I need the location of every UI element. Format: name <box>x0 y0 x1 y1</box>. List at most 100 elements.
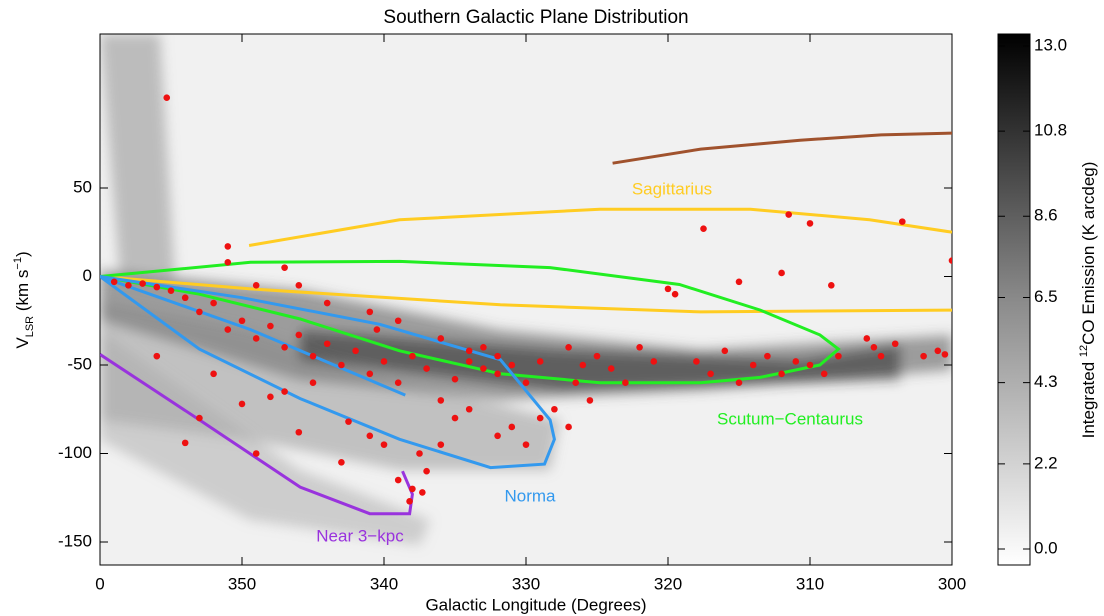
x-tick-label: 300 <box>938 574 966 593</box>
point <box>295 428 303 436</box>
point <box>416 450 423 457</box>
point <box>877 352 885 360</box>
point <box>607 365 615 372</box>
point <box>820 370 828 378</box>
colorbar-tick-label: 8.6 <box>1034 206 1058 225</box>
point <box>437 441 445 448</box>
point <box>373 326 381 333</box>
point <box>700 225 707 232</box>
point <box>345 418 352 425</box>
point <box>181 439 189 447</box>
point <box>764 352 771 360</box>
point <box>252 282 260 289</box>
point <box>125 282 132 289</box>
colorbar <box>997 33 1031 566</box>
point <box>522 441 530 448</box>
point <box>295 331 303 339</box>
point <box>167 287 175 294</box>
point <box>252 335 260 342</box>
point <box>153 352 161 360</box>
point <box>551 405 558 413</box>
point <box>323 299 331 307</box>
point <box>281 343 288 351</box>
point <box>870 343 878 351</box>
point <box>778 269 785 277</box>
arm-line <box>100 259 841 385</box>
arm-line <box>100 275 406 397</box>
x-tick-label: 0 <box>95 574 104 593</box>
point <box>394 317 402 325</box>
point <box>238 317 246 325</box>
point <box>409 485 416 493</box>
point <box>522 379 530 386</box>
label-part: (km s <box>13 270 32 316</box>
colorbar-tick-label: 0.0 <box>1034 538 1058 557</box>
point <box>323 340 331 348</box>
point <box>828 282 835 289</box>
point <box>749 361 757 369</box>
point <box>934 347 942 355</box>
point <box>593 352 601 360</box>
arm-line <box>100 275 952 314</box>
point <box>494 432 501 440</box>
arm-label: Near 3−kpc <box>316 526 404 545</box>
point <box>693 358 700 365</box>
point <box>196 308 203 316</box>
point <box>480 365 487 372</box>
point <box>380 358 388 365</box>
label-part: LSR <box>24 316 36 337</box>
point <box>437 397 445 404</box>
point <box>671 290 679 298</box>
point <box>366 308 374 316</box>
point <box>579 361 587 369</box>
point <box>210 370 217 378</box>
point <box>835 352 842 360</box>
point <box>721 347 729 355</box>
point <box>419 489 426 496</box>
point <box>281 388 288 395</box>
point <box>792 358 800 365</box>
emission-map <box>100 34 952 545</box>
point <box>196 414 203 422</box>
point <box>394 476 402 484</box>
point <box>899 218 906 225</box>
point <box>163 94 171 102</box>
label-part: Integrated <box>1079 357 1098 438</box>
point <box>508 361 516 369</box>
point <box>664 285 672 293</box>
point <box>281 264 288 271</box>
x-axis-label: Galactic Longitude (Degrees) <box>425 595 646 614</box>
point <box>238 400 246 408</box>
point <box>267 322 274 330</box>
y-tick-label: -100 <box>58 443 92 462</box>
y-tick-label: 0 <box>83 266 92 285</box>
point <box>224 259 232 266</box>
point <box>735 278 743 286</box>
point <box>181 294 189 302</box>
point <box>153 283 161 291</box>
point <box>920 352 927 360</box>
point <box>565 423 572 431</box>
point <box>565 343 572 351</box>
point <box>338 459 345 466</box>
point <box>586 397 594 404</box>
point <box>352 347 359 355</box>
colorbar-tick-label: 13.0 <box>1034 35 1067 54</box>
point <box>948 257 952 264</box>
point <box>650 358 658 365</box>
label-part: ) <box>13 251 32 257</box>
point <box>863 335 871 342</box>
x-tick-label: 350 <box>228 574 256 593</box>
point <box>465 347 473 355</box>
point <box>707 370 714 378</box>
point <box>636 343 643 351</box>
x-tick-label: 320 <box>654 574 682 593</box>
point <box>309 352 317 360</box>
point <box>806 220 814 227</box>
point <box>366 432 374 440</box>
point <box>536 414 544 422</box>
colorbar-tick-label: 6.5 <box>1034 287 1058 306</box>
point <box>891 340 899 348</box>
point <box>224 326 232 333</box>
